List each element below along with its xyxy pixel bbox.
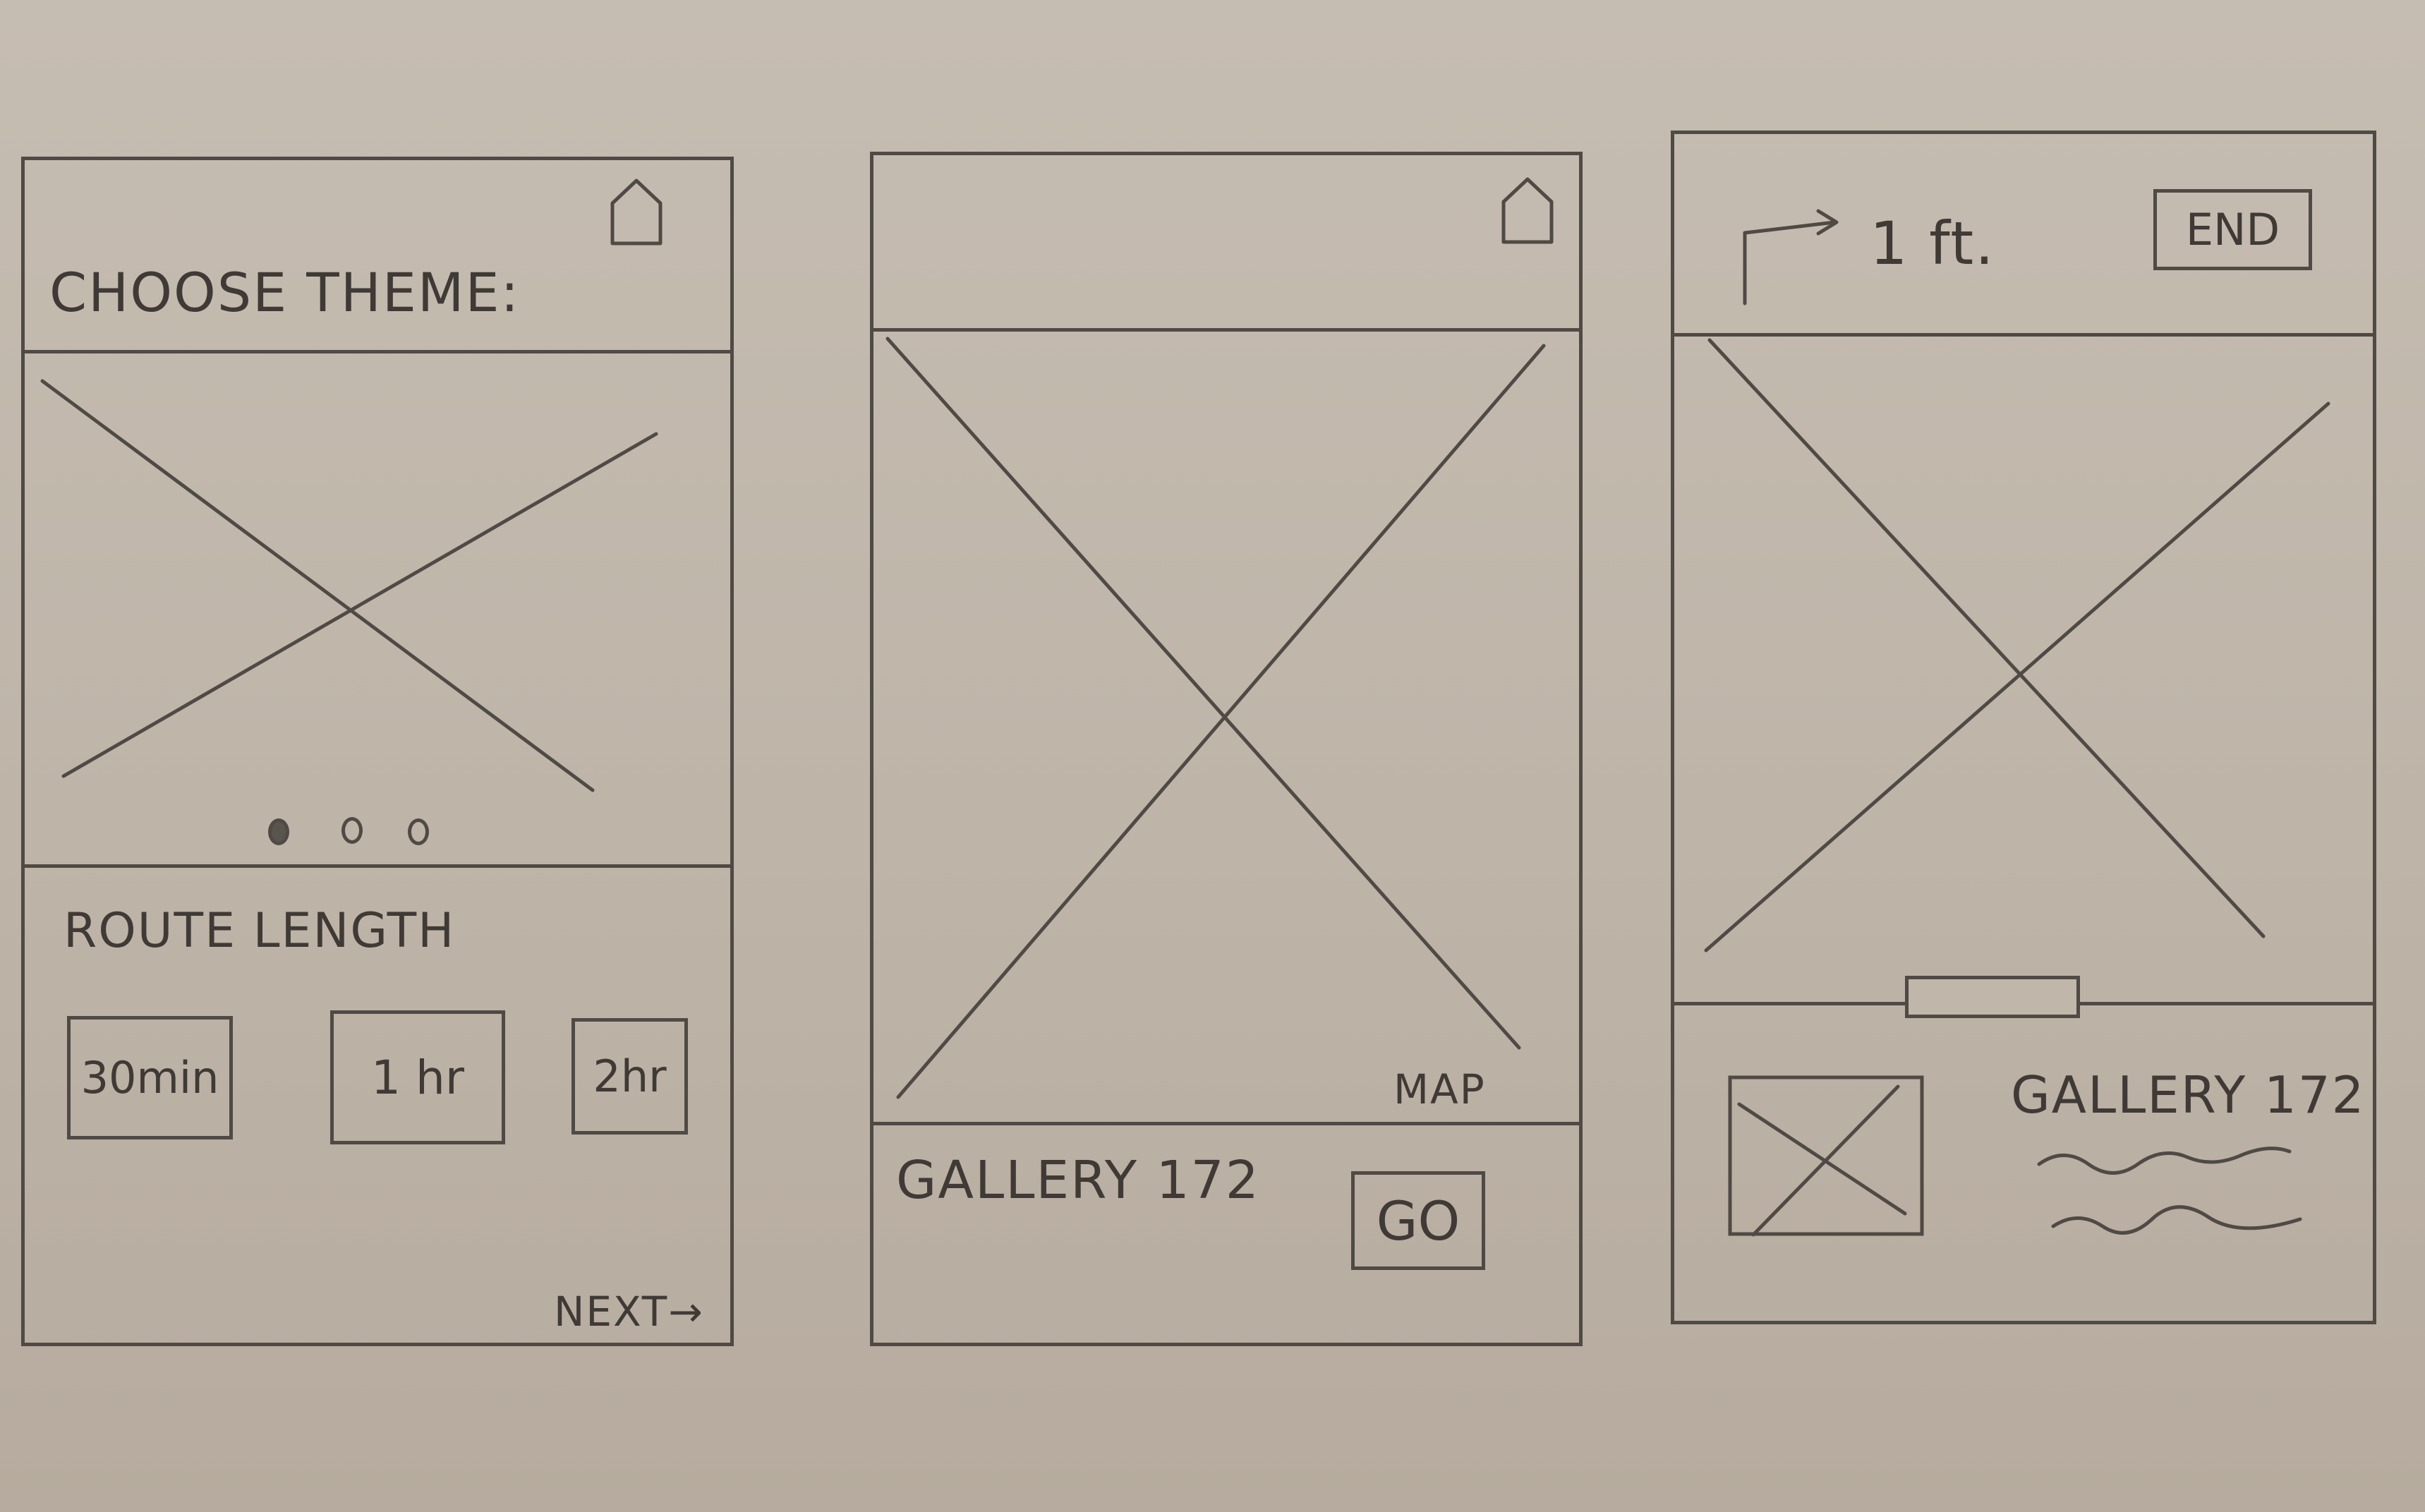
route-option-label: 2hr xyxy=(593,1051,667,1102)
gallery-label: GALLERY 172 xyxy=(2011,1065,2366,1125)
go-button[interactable]: GO xyxy=(1351,1171,1485,1270)
route-30min-button[interactable]: 30min xyxy=(67,1016,233,1139)
home-icon[interactable] xyxy=(1499,175,1556,246)
map-footer-divider xyxy=(870,1122,1583,1125)
route-length-label: ROUTE LENGTH xyxy=(64,903,456,959)
screen-navigation xyxy=(1671,131,2376,1324)
gallery-thumbnail-placeholder xyxy=(1728,1075,1924,1237)
end-button-label: END xyxy=(2185,204,2280,255)
header-divider xyxy=(1671,333,2376,337)
screen-map xyxy=(870,152,1583,1346)
theme-image-placeholder xyxy=(40,379,658,792)
route-1hr-button[interactable]: 1 hr xyxy=(330,1010,505,1144)
carousel-dot[interactable] xyxy=(341,817,363,844)
route-option-label: 1 hr xyxy=(371,1050,464,1105)
home-icon[interactable] xyxy=(608,176,665,247)
gallery-label: GALLERY 172 xyxy=(896,1150,1260,1211)
header-divider xyxy=(21,350,734,353)
map-image-placeholder xyxy=(885,337,1546,1099)
header-divider xyxy=(870,328,1583,332)
squiggle-text-icon xyxy=(2037,1147,2302,1235)
next-link[interactable]: NEXT→ xyxy=(554,1288,704,1336)
route-option-label: 30min xyxy=(80,1052,219,1103)
view-image-placeholder xyxy=(1704,338,2330,952)
route-2hr-button[interactable]: 2hr xyxy=(572,1018,688,1135)
drawer-handle[interactable] xyxy=(1905,976,2080,1018)
page-title: CHOOSE THEME: xyxy=(49,261,521,324)
carousel-dot-active[interactable] xyxy=(268,818,289,845)
map-label: MAP xyxy=(1393,1065,1486,1113)
screen-choose-theme xyxy=(21,157,734,1346)
go-button-label: GO xyxy=(1376,1189,1461,1252)
turn-right-arrow-icon xyxy=(1743,209,1839,306)
carousel-dot[interactable] xyxy=(408,818,429,845)
section-divider xyxy=(21,864,734,868)
end-button[interactable]: END xyxy=(2153,189,2312,270)
distance-readout: 1 ft. xyxy=(1870,209,1995,278)
